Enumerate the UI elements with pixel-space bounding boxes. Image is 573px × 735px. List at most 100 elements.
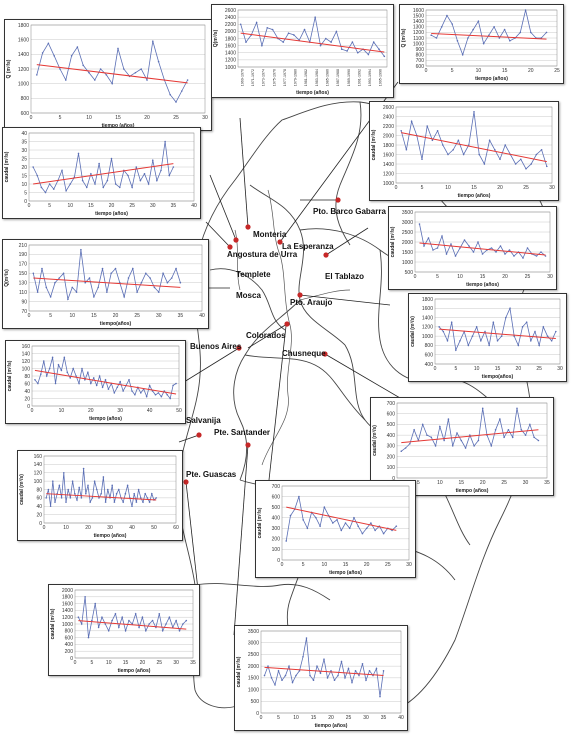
y-tick-label: 160 [22, 344, 31, 350]
y-tick-label: 1200 [225, 58, 236, 64]
data-point [63, 356, 66, 359]
data-point [353, 516, 355, 519]
data-point [116, 386, 119, 389]
plot-area [28, 132, 195, 202]
y-tick-label: 1200 [62, 615, 73, 621]
data-point [122, 501, 124, 503]
series-line [401, 408, 539, 452]
y-tick-label: 900 [416, 47, 425, 53]
y-axis-label: Q (m³/s) [401, 28, 407, 47]
data-point [525, 167, 527, 170]
data-point [166, 281, 169, 284]
plot-area [414, 211, 551, 273]
x-tick-label: 10 [476, 68, 482, 74]
data-point [459, 339, 461, 342]
region-boundary [233, 299, 301, 481]
data-point [513, 335, 515, 337]
y-tick-label: 100 [34, 479, 43, 485]
data-point [459, 247, 461, 249]
data-point [503, 28, 506, 31]
data-point [436, 129, 439, 132]
data-point [484, 330, 486, 333]
data-point [172, 384, 174, 387]
x-category-label: 1971-1972 [251, 69, 255, 86]
data-point [98, 497, 100, 499]
data-point [122, 390, 124, 392]
data-point [141, 616, 144, 618]
x-tick-label: 40 [398, 715, 404, 721]
y-tick-label: 2600 [225, 8, 236, 14]
data-point [516, 407, 518, 410]
data-point [467, 37, 469, 39]
data-point [323, 506, 326, 508]
data-point [137, 488, 140, 491]
x-tick-label: 10 [86, 115, 92, 121]
data-point [330, 41, 332, 43]
data-point [361, 663, 364, 665]
leader-line [209, 174, 237, 241]
data-point [348, 527, 351, 530]
data-point [82, 64, 84, 67]
data-point [298, 670, 301, 672]
chart-svg: 6007008009001000110012001300140015001600… [401, 8, 560, 82]
data-point [66, 371, 69, 374]
data-point [67, 298, 69, 301]
data-point [128, 619, 130, 622]
station-marker [335, 197, 341, 203]
x-tick-label: 30 [202, 115, 208, 121]
data-point [457, 139, 460, 142]
x-tick-label: 15 [502, 68, 508, 74]
x-tick-label: 0 [43, 525, 46, 531]
y-tick-label: 1500 [248, 676, 259, 682]
data-point [305, 637, 308, 639]
data-point [152, 40, 154, 42]
data-point [434, 445, 437, 447]
x-tick-label: 30 [547, 274, 553, 280]
data-point [332, 522, 334, 524]
x-tick-label: 25 [346, 715, 352, 721]
leader-line [299, 294, 391, 306]
y-axis-label: caudal (m³/s) [390, 226, 396, 257]
data-point [356, 51, 359, 54]
y-tick-label: 1000 [413, 41, 424, 47]
leader-line [185, 481, 199, 591]
data-point [374, 529, 376, 532]
y-tick-label: 500 [251, 699, 260, 705]
data-point [529, 423, 531, 426]
data-point [93, 296, 95, 298]
data-point [40, 186, 43, 189]
y-tick-label: 0 [27, 404, 30, 410]
data-point [98, 162, 100, 165]
y-tick-label: 210 [19, 243, 28, 249]
y-tick-label: 1300 [413, 25, 424, 31]
data-point [165, 623, 167, 625]
y-tick-label: 1800 [62, 595, 73, 601]
plot-area [396, 402, 548, 479]
data-point [162, 272, 164, 275]
x-tick-label: 30 [549, 185, 555, 191]
data-point [530, 339, 532, 342]
x-category-label: 1993-1994 [368, 69, 372, 86]
data-point [358, 674, 360, 677]
x-tick-label: 25 [536, 366, 542, 372]
y-tick-label: 1100 [413, 36, 424, 42]
data-point [295, 674, 297, 677]
data-point [314, 16, 316, 18]
data-point [97, 626, 100, 629]
data-point [107, 388, 110, 390]
y-tick-label: 120 [22, 359, 31, 365]
x-tick-label: 5 [417, 480, 420, 486]
station-marker [245, 224, 251, 230]
x-axis-label: tiempo(años) [100, 321, 132, 327]
data-point [160, 169, 162, 172]
data-point [49, 505, 52, 508]
x-tick-label: 15 [471, 185, 477, 191]
x-tick-label: 10 [106, 660, 112, 666]
x-tick-label: 20 [113, 313, 119, 319]
data-point [277, 670, 280, 672]
data-point [494, 428, 497, 431]
x-category-label: 1975-1976 [272, 69, 276, 86]
data-point [495, 251, 497, 253]
